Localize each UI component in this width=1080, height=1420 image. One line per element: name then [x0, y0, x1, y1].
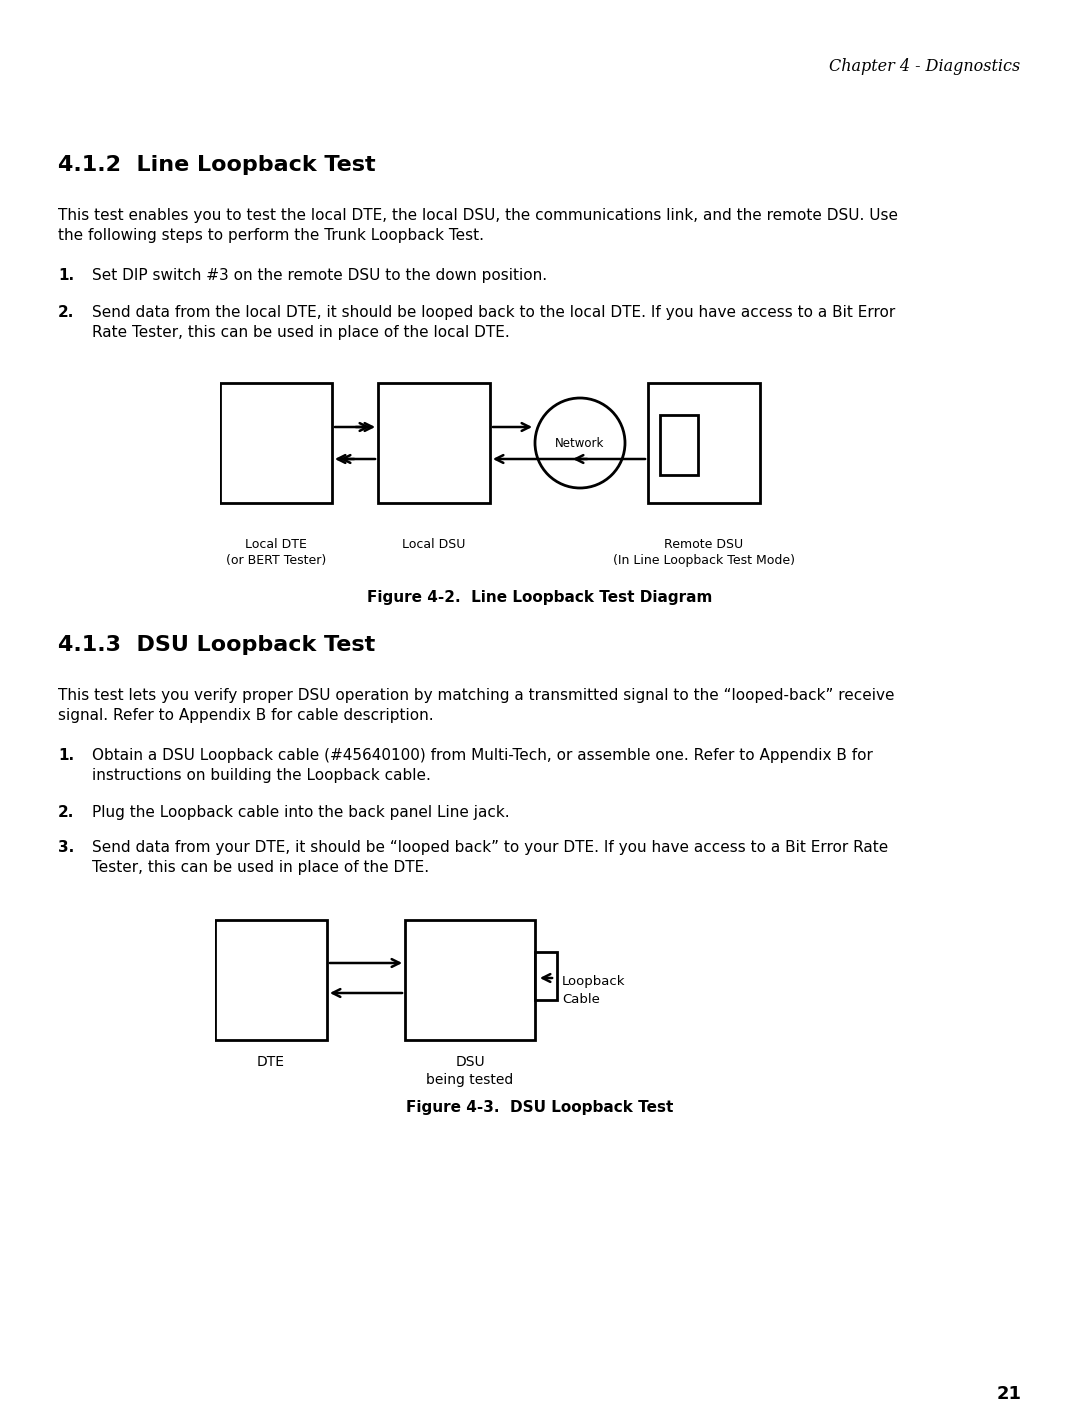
- Bar: [378, 383, 490, 503]
- Text: Send data from the local DTE, it should be looped back to the local DTE. If you : Send data from the local DTE, it should …: [92, 305, 895, 320]
- Text: 1.: 1.: [58, 748, 75, 763]
- Text: This test enables you to test the local DTE, the local DSU, the communications l: This test enables you to test the local …: [58, 207, 897, 223]
- Text: being tested: being tested: [427, 1074, 514, 1086]
- Bar: [535, 951, 557, 1000]
- Text: (or BERT Tester): (or BERT Tester): [226, 554, 326, 567]
- Bar: [660, 415, 698, 476]
- Bar: [215, 920, 327, 1039]
- Text: Rate Tester, this can be used in place of the local DTE.: Rate Tester, this can be used in place o…: [92, 325, 510, 339]
- Text: Set DIP switch #3 on the remote DSU to the down position.: Set DIP switch #3 on the remote DSU to t…: [92, 268, 548, 283]
- Text: Loopback: Loopback: [562, 976, 625, 988]
- Text: Local DTE: Local DTE: [245, 538, 307, 551]
- Bar: [648, 383, 760, 503]
- Text: Obtain a DSU Loopback cable (#45640100) from Multi-Tech, or assemble one. Refer : Obtain a DSU Loopback cable (#45640100) …: [92, 748, 873, 763]
- Text: 21: 21: [997, 1384, 1022, 1403]
- Text: 4.1.3  DSU Loopback Test: 4.1.3 DSU Loopback Test: [58, 635, 375, 655]
- Text: Plug the Loopback cable into the back panel Line jack.: Plug the Loopback cable into the back pa…: [92, 805, 510, 819]
- Text: 2.: 2.: [58, 805, 75, 819]
- Text: 3.: 3.: [58, 841, 75, 855]
- Text: Chapter 4 - Diagnostics: Chapter 4 - Diagnostics: [828, 58, 1020, 75]
- Bar: [220, 383, 332, 503]
- Text: Figure 4-3.  DSU Loopback Test: Figure 4-3. DSU Loopback Test: [406, 1100, 674, 1115]
- Text: DSU: DSU: [455, 1055, 485, 1069]
- Text: Tester, this can be used in place of the DTE.: Tester, this can be used in place of the…: [92, 861, 429, 875]
- Text: DTE: DTE: [257, 1055, 285, 1069]
- Text: 4.1.2  Line Loopback Test: 4.1.2 Line Loopback Test: [58, 155, 376, 175]
- Text: Local DSU: Local DSU: [403, 538, 465, 551]
- Text: 2.: 2.: [58, 305, 75, 320]
- Text: Cable: Cable: [562, 993, 599, 1005]
- Bar: [405, 920, 535, 1039]
- Text: signal. Refer to Appendix B for cable description.: signal. Refer to Appendix B for cable de…: [58, 709, 434, 723]
- Text: (In Line Loopback Test Mode): (In Line Loopback Test Mode): [613, 554, 795, 567]
- Text: Network: Network: [555, 436, 605, 450]
- Text: Figure 4-2.  Line Loopback Test Diagram: Figure 4-2. Line Loopback Test Diagram: [367, 589, 713, 605]
- Text: instructions on building the Loopback cable.: instructions on building the Loopback ca…: [92, 768, 431, 782]
- Text: the following steps to perform the Trunk Loopback Test.: the following steps to perform the Trunk…: [58, 229, 484, 243]
- Text: Remote DSU: Remote DSU: [664, 538, 743, 551]
- Text: This test lets you verify proper DSU operation by matching a transmitted signal : This test lets you verify proper DSU ope…: [58, 689, 894, 703]
- Text: Send data from your DTE, it should be “looped back” to your DTE. If you have acc: Send data from your DTE, it should be “l…: [92, 841, 888, 855]
- Text: 1.: 1.: [58, 268, 75, 283]
- Circle shape: [535, 398, 625, 488]
